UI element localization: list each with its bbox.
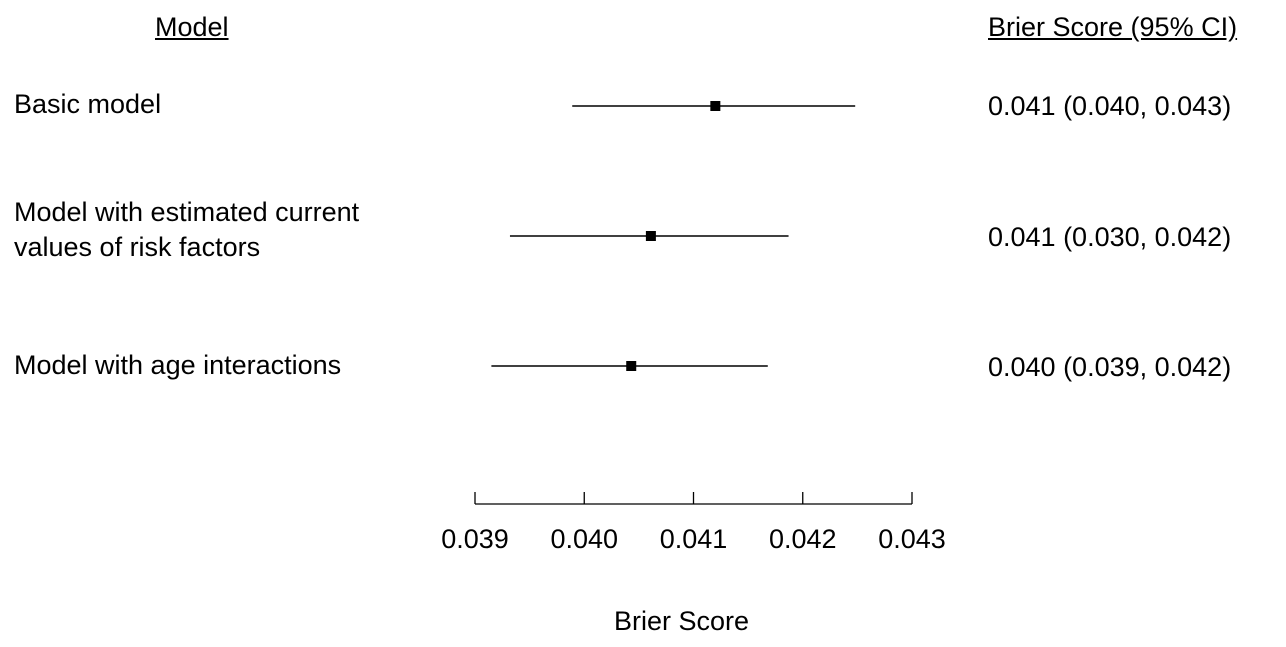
x-tick-label: 0.043 [878, 524, 946, 554]
x-tick-label: 0.039 [441, 524, 509, 554]
point-estimate-marker [626, 361, 636, 371]
x-tick-label: 0.040 [550, 524, 618, 554]
x-axis-label: Brier Score [614, 606, 749, 637]
point-estimate-marker [710, 101, 720, 111]
x-tick-label: 0.042 [769, 524, 837, 554]
point-estimate-marker [646, 231, 656, 241]
x-tick-label: 0.041 [660, 524, 728, 554]
